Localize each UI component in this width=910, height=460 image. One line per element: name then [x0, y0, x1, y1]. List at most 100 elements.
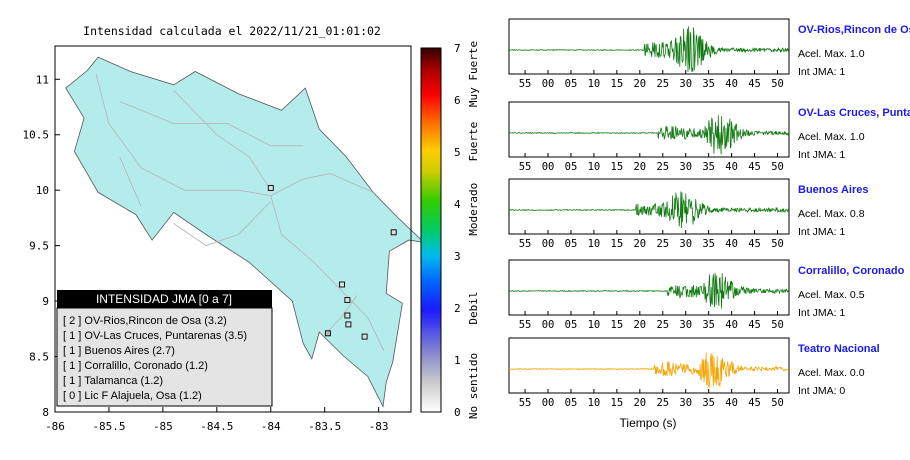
waveform-tick-label: 25: [656, 78, 669, 90]
int-jma: Int JMA: 1: [798, 307, 845, 319]
waveform-trace: [509, 272, 790, 309]
waveform-tick-label: 00: [542, 238, 555, 250]
waveform-tick-label: 45: [748, 397, 761, 409]
map-x-tick-label: -85: [153, 420, 173, 433]
map-x-tick-label: -83.5: [308, 420, 341, 433]
colorbar-ticks: 0 1 2 3 4 5 6 7: [454, 42, 461, 419]
waveform-tick-label: 20: [633, 161, 646, 173]
waveform-tick-label: 00: [542, 78, 555, 90]
waveform-panel: 55 00 05 10 15 20 25 30 35 40 45 50 Teatro Nacional A…: [508, 337, 880, 409]
waveform-frame: [508, 337, 790, 394]
station-marker: [345, 321, 352, 328]
legend-item: [ 1 ] Talamanca (1.2): [63, 375, 163, 387]
waveform-tick-label: 40: [725, 78, 738, 90]
station-marker: [361, 333, 368, 340]
waveform-tick-label: 05: [565, 319, 578, 331]
waveform-tick-label: 45: [748, 161, 761, 173]
waveform-trace: [508, 352, 790, 389]
station-name: Teatro Nacional: [798, 343, 880, 355]
acel-max: Acel. Max. 1.0: [798, 131, 865, 143]
waveform-frame: [508, 101, 790, 158]
waveform-panels: 55 00 05 10 15 20 25 30 35 40 45 50 OV-Rios,Rincon d…: [508, 18, 910, 409]
waveform-tick-label: 30: [679, 161, 692, 173]
waveform-tick-label: 40: [725, 319, 738, 331]
road-line: [270, 173, 374, 197]
map-title: Intensidad calculada el 2022/11/21_01:01…: [83, 24, 381, 38]
map-x-tick-label: -84: [261, 420, 281, 433]
road-line: [95, 73, 271, 197]
waveform-tick-label: 40: [725, 397, 738, 409]
legend-body: [56, 307, 273, 407]
waveform-tick-label: 50: [771, 238, 784, 250]
waveform-tick-label: 20: [633, 319, 646, 331]
waveform-tick-label: 15: [611, 319, 624, 331]
waveform-tick-label: 25: [656, 319, 669, 331]
legend-item: [ 0 ] Lic F Alajuela, Osa (1.2): [63, 390, 202, 402]
colorbar-labels: No sentido Debil Moderado Fuerte Muy Fuerte: [467, 41, 480, 419]
waveform-tick-label: 50: [771, 319, 784, 331]
map-legend: INTENSIDAD JMA [0 a 7] [ 2 ] OV-Rios,Rin…: [56, 290, 273, 407]
waveform-tick-label: 25: [656, 161, 669, 173]
map-x-tick-label: -83: [369, 420, 389, 433]
road-line: [324, 295, 358, 335]
costa-rica-landmass: [65, 56, 426, 408]
station-marker: [324, 330, 331, 337]
legend-item: [ 1 ] Corralillo, Coronado (1.2): [63, 360, 208, 372]
waveform-tick-label: 35: [702, 161, 715, 173]
waveform-tick-label: 10: [588, 238, 601, 250]
acel-max: Acel. Max. 0.8: [798, 208, 865, 220]
map-y-tick-label: 9.5: [29, 240, 49, 253]
waveform-tick-label: 55: [519, 78, 532, 90]
map-x-tick-label: -84.5: [200, 420, 233, 433]
waveform-tick-label: 00: [542, 397, 555, 409]
waveform-tick-label: 10: [588, 78, 601, 90]
waveform-tick-label: 55: [519, 319, 532, 331]
station-marker: [267, 185, 274, 191]
intensity-map: Intensidad calculada el 2022/11/21_01:01…: [23, 24, 426, 433]
legend-item: [ 1 ] OV-Las Cruces, Puntarenas (3.5): [63, 330, 247, 342]
map-x-tick-label: -86: [45, 420, 65, 433]
waveform-tick-label: 30: [679, 319, 692, 331]
waveform-tick-label: 20: [633, 78, 646, 90]
waveform-tick-label: 05: [565, 78, 578, 90]
waveform-tick-label: 40: [725, 238, 738, 250]
waveform-tick-label: 05: [565, 161, 578, 173]
map-x-axis: -86 -85.5 -85 -84.5 -84 -83.5 -83: [45, 407, 389, 433]
station-name: OV-Rios,Rincon de Osa: [798, 24, 910, 36]
colorbar-scale: [420, 47, 442, 413]
waveform-tick-label: 00: [542, 319, 555, 331]
station-markers: [267, 185, 397, 340]
waveform-tick-label: 35: [702, 238, 715, 250]
colorbar-tick-label: 3: [454, 250, 461, 263]
map-y-tick-label: 9: [42, 295, 49, 308]
map-frame: [54, 45, 412, 413]
waveform-tick-label: 05: [565, 397, 578, 409]
colorbar-category-label: Moderado: [467, 183, 480, 236]
waveform-tick-label: 30: [679, 397, 692, 409]
road-line: [173, 200, 272, 247]
map-y-tick-label: 10.5: [23, 129, 50, 142]
land-outline: [65, 56, 426, 408]
waveform-tick-label: 15: [611, 161, 624, 173]
legend-title: INTENSIDAD JMA [0 a 7]: [96, 292, 232, 306]
road-line: [173, 90, 272, 191]
colorbar-category-label: Fuerte: [467, 122, 480, 162]
waveform-tick-label: 15: [611, 78, 624, 90]
waveform-tick-label: 40: [725, 161, 738, 173]
int-jma: Int JMA: 1: [798, 66, 845, 78]
waveform-tick-label: 35: [702, 78, 715, 90]
station-name: Corralillo, Coronado: [798, 265, 905, 277]
station-marker: [344, 297, 351, 303]
int-jma: Int JMA: 1: [798, 226, 845, 238]
legend-item: [ 2 ] OV-Rios,Rincon de Osa (3.2): [63, 315, 227, 327]
waveform-trace: [509, 115, 790, 155]
waveform-frame: [508, 259, 790, 316]
waveform-tick-label: 15: [611, 397, 624, 409]
int-jma: Int JMA: 0: [798, 385, 845, 397]
waveform-tick-label: 55: [519, 161, 532, 173]
legend-header: [57, 290, 272, 308]
colorbar-tick-label: 0: [454, 406, 461, 419]
map-y-tick-label: 8: [42, 406, 49, 419]
waveform-trace: [508, 26, 790, 73]
road-line: [119, 101, 304, 147]
